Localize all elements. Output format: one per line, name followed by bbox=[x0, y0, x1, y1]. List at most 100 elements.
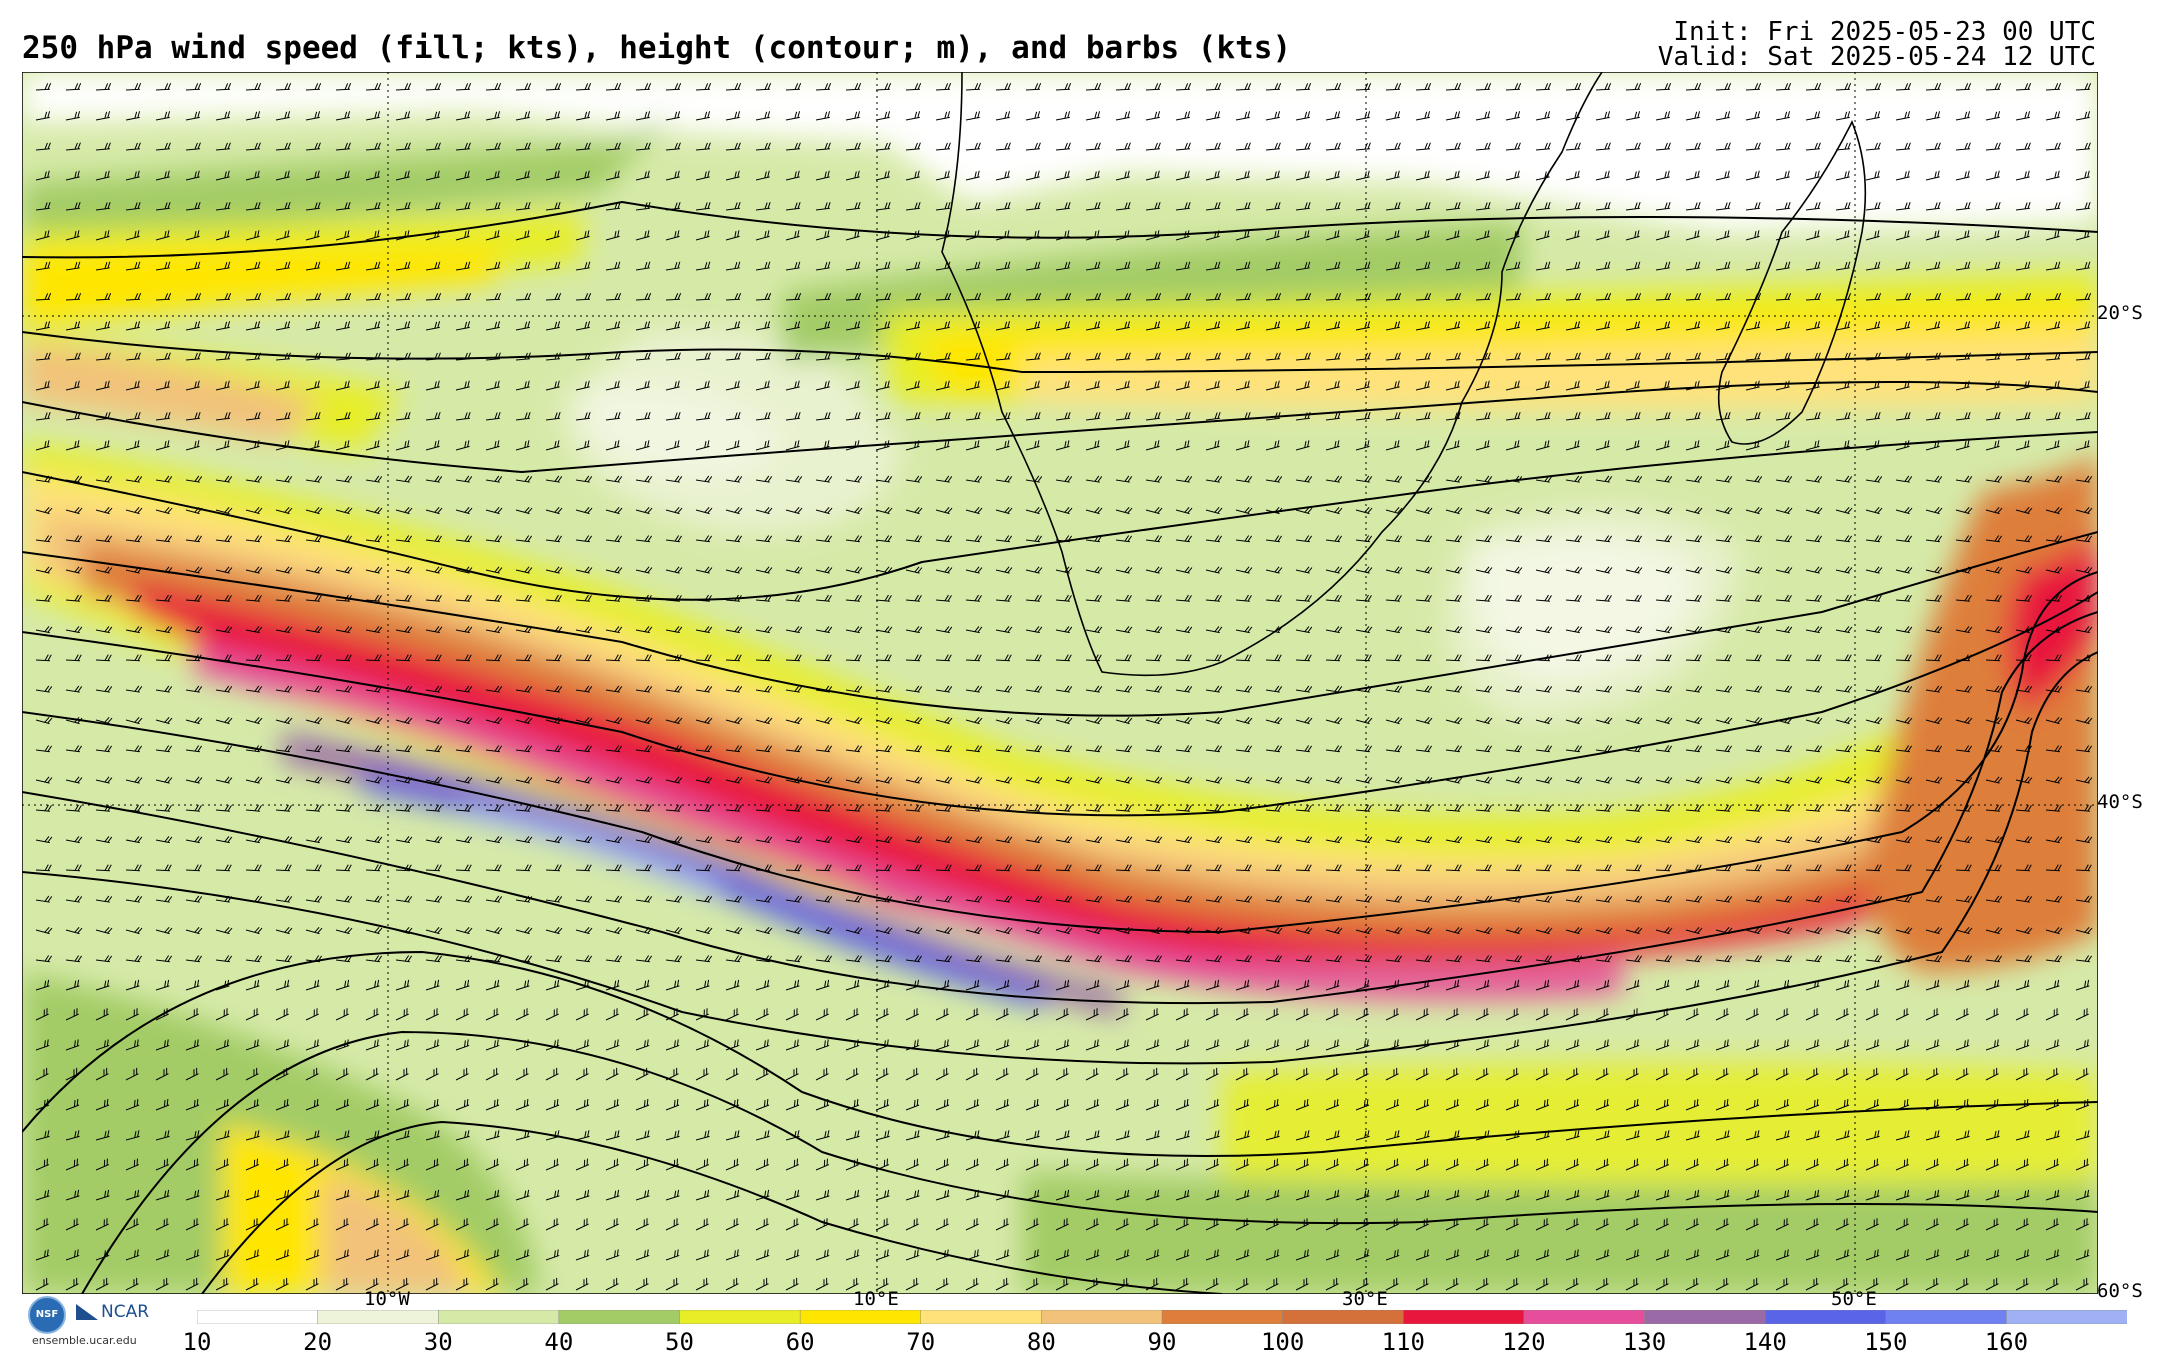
wind-barb bbox=[605, 895, 623, 903]
wind-barb bbox=[1355, 142, 1371, 151]
colorbar-tick-label: 20 bbox=[303, 1328, 333, 1356]
wind-barb bbox=[1625, 895, 1643, 903]
wind-barb bbox=[965, 1218, 979, 1231]
wind-barb bbox=[1025, 1218, 1039, 1231]
wind-barb bbox=[1475, 895, 1493, 903]
wind-barb bbox=[1985, 1249, 2000, 1261]
wind-barb bbox=[1505, 261, 1521, 271]
wind-barb bbox=[125, 1277, 139, 1291]
wind-barb bbox=[1115, 1039, 1130, 1051]
wind-barb bbox=[1445, 1130, 1460, 1141]
wind-barb bbox=[785, 1158, 800, 1171]
wind-barb bbox=[1085, 594, 1102, 602]
wind-barb bbox=[515, 566, 533, 574]
wind-barb bbox=[1565, 1130, 1580, 1141]
wind-barb bbox=[1595, 776, 1613, 784]
wind-barb bbox=[1265, 230, 1280, 241]
wind-barb bbox=[575, 506, 593, 515]
wind-barb bbox=[305, 261, 321, 271]
wind-barb bbox=[1325, 1189, 1340, 1201]
wind-barb bbox=[2015, 1158, 2030, 1171]
wind-barb bbox=[695, 261, 711, 271]
wind-barb bbox=[1865, 895, 1883, 903]
wind-barb bbox=[1085, 293, 1102, 301]
wind-barb bbox=[185, 412, 201, 421]
wind-barb bbox=[1505, 864, 1522, 872]
wind-barb bbox=[1835, 776, 1853, 784]
wind-barb bbox=[1025, 535, 1043, 543]
wind-barb bbox=[995, 566, 1013, 574]
wind-barb bbox=[1625, 352, 1641, 361]
wind-barb bbox=[1355, 926, 1373, 935]
wind-barb bbox=[725, 804, 742, 812]
wind-barb bbox=[1805, 594, 1822, 602]
wind-barb bbox=[665, 475, 683, 483]
wind-barb bbox=[1685, 293, 1702, 301]
wind-barb bbox=[965, 1158, 980, 1171]
wind-barb bbox=[1085, 261, 1101, 271]
wind-barb bbox=[1775, 1098, 1790, 1111]
wind-barb bbox=[395, 626, 413, 634]
wind-barb bbox=[1775, 716, 1793, 725]
wind-barb bbox=[1535, 380, 1550, 391]
wind-barb bbox=[1805, 566, 1823, 574]
wind-barb bbox=[1715, 1008, 1729, 1021]
ncar-logo: NCAR bbox=[76, 1302, 149, 1322]
wind-barb bbox=[155, 685, 173, 693]
wind-barb bbox=[215, 83, 232, 91]
wind-barb bbox=[335, 535, 353, 543]
wind-barb bbox=[1625, 1039, 1640, 1051]
wind-barb bbox=[665, 1189, 680, 1201]
wind-barb bbox=[1925, 142, 1941, 151]
wind-barb bbox=[575, 261, 591, 271]
wind-barb bbox=[215, 261, 231, 271]
wind-barb bbox=[875, 594, 892, 602]
wind-barb bbox=[1745, 776, 1763, 784]
wind-barb bbox=[125, 440, 140, 451]
wind-barb bbox=[1835, 745, 1853, 753]
wind-barb bbox=[485, 1130, 500, 1141]
wind-barb bbox=[545, 654, 562, 662]
wind-barb bbox=[245, 506, 263, 515]
wind-barb bbox=[1565, 321, 1581, 331]
wind-barb bbox=[275, 475, 293, 483]
forecast-time-info: Init: Fri 2025-05-23 00 UTC Valid: Sat 2… bbox=[1658, 19, 2096, 70]
wind-barb bbox=[1175, 955, 1193, 963]
wind-barb bbox=[95, 440, 110, 451]
wind-barb bbox=[725, 230, 740, 241]
wind-barb bbox=[1505, 979, 1520, 991]
wind-barb bbox=[1475, 412, 1491, 421]
wind-barb bbox=[1955, 654, 1972, 662]
wind-barb bbox=[2075, 1130, 2090, 1141]
wind-barb bbox=[605, 776, 623, 784]
wind-barb bbox=[1895, 594, 1912, 602]
wind-barb bbox=[1175, 475, 1193, 483]
wind-barb bbox=[875, 864, 892, 872]
wind-barb bbox=[1685, 321, 1701, 331]
wind-barb bbox=[965, 776, 983, 784]
wind-barb bbox=[755, 230, 770, 241]
wind-barb bbox=[1565, 230, 1580, 241]
wind-barb bbox=[455, 979, 470, 991]
wind-barb bbox=[425, 776, 443, 784]
wind-barb bbox=[1505, 321, 1521, 331]
wind-barb bbox=[875, 230, 890, 241]
wind-barb bbox=[185, 716, 203, 725]
wind-barb bbox=[1775, 475, 1793, 483]
wind-barb bbox=[905, 776, 923, 784]
wind-barb bbox=[1865, 626, 1883, 634]
wind-barb bbox=[425, 321, 441, 331]
wind-barb bbox=[1625, 926, 1643, 935]
wind-barb bbox=[1325, 380, 1340, 391]
wind-barb bbox=[995, 202, 1011, 211]
wind-barb bbox=[1355, 506, 1373, 515]
wind-barb bbox=[1505, 202, 1521, 211]
wind-barb bbox=[605, 654, 622, 662]
wind-barb bbox=[575, 1249, 590, 1261]
wind-barb bbox=[1505, 804, 1522, 812]
wind-barb bbox=[2015, 895, 2033, 903]
wind-barb bbox=[1355, 1039, 1370, 1051]
wind-barb bbox=[1025, 170, 1040, 181]
wind-barb bbox=[2075, 230, 2090, 241]
wind-barb bbox=[935, 594, 952, 602]
